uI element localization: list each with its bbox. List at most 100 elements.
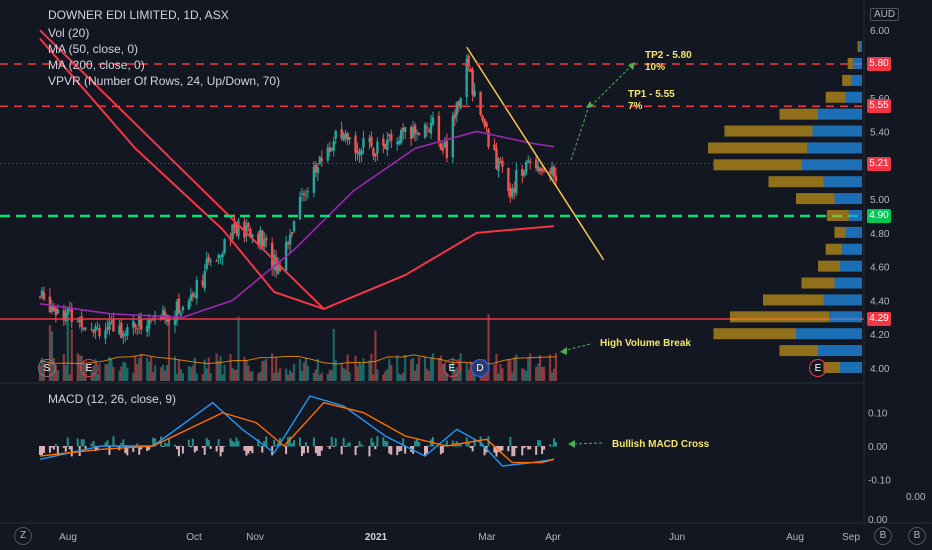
- legend-macd[interactable]: MACD (12, 26, close, 9): [48, 392, 177, 406]
- candle: [344, 129, 347, 143]
- vp-row-down: [779, 108, 818, 120]
- event-earnings-e3[interactable]: E: [809, 359, 827, 377]
- candle-body: [189, 295, 193, 301]
- x-tick-label-2: Nov: [246, 532, 264, 543]
- candle-body: [290, 232, 294, 235]
- vp-row-up: [801, 159, 862, 171]
- macd-histogram-bar: [543, 446, 546, 450]
- legend-ma50[interactable]: MA (50, close, 0): [48, 42, 139, 56]
- vp-row-up: [842, 243, 862, 255]
- vp-row-up: [834, 193, 862, 205]
- zoom-button[interactable]: Z: [14, 527, 32, 545]
- candle: [195, 276, 198, 305]
- volume-bar: [161, 364, 165, 381]
- macd-histogram-bar: [372, 442, 375, 447]
- event-earnings-e2[interactable]: E: [443, 359, 461, 377]
- macd-histogram-bar: [209, 446, 212, 449]
- candle: [207, 253, 210, 266]
- candle: [552, 164, 556, 181]
- vp-row-down: [847, 58, 854, 69]
- candle-body: [118, 325, 121, 334]
- volume-bar: [223, 364, 226, 381]
- volume-bar: [152, 371, 155, 381]
- macd-histogram-bar: [318, 446, 321, 456]
- candle: [175, 298, 179, 326]
- back-button[interactable]: B: [874, 527, 892, 545]
- currency-label[interactable]: AUD: [870, 8, 900, 21]
- vp-row-down: [842, 74, 851, 86]
- candle-body: [425, 126, 429, 129]
- volume-bar: [382, 374, 385, 381]
- macd-histogram-bar: [314, 446, 317, 454]
- candle-body: [62, 310, 66, 321]
- candle: [191, 291, 195, 302]
- candle: [523, 169, 526, 178]
- legend-vol[interactable]: Vol (20): [48, 26, 90, 40]
- event-split-s[interactable]: S: [38, 359, 56, 377]
- candle-body: [209, 261, 212, 263]
- volume-bar: [150, 356, 153, 381]
- candle: [205, 251, 208, 271]
- candle-body: [554, 175, 558, 182]
- volume-bar: [126, 367, 129, 381]
- y-tick-label-6: 4.80: [870, 229, 890, 240]
- macd-histogram-bar: [173, 444, 176, 447]
- volume-bar: [215, 353, 218, 381]
- vp-row-down: [825, 91, 846, 103]
- candle: [237, 217, 240, 240]
- candle: [401, 123, 405, 140]
- macd-histogram-bar: [316, 446, 319, 456]
- macd-histogram-bar: [132, 446, 135, 453]
- event-dividend-d[interactable]: D: [471, 359, 489, 377]
- macd-histogram-bar: [168, 438, 170, 447]
- vp-row-up: [834, 277, 862, 289]
- macd-histogram-bar: [555, 442, 557, 447]
- candle: [134, 322, 137, 334]
- volume-bar: [552, 368, 556, 381]
- forward-button[interactable]: B: [908, 527, 926, 545]
- macd-histogram-bar: [229, 438, 232, 447]
- candle: [469, 66, 472, 73]
- candle: [374, 152, 377, 163]
- candle-body: [237, 220, 240, 237]
- trendline-downtrend: [39, 29, 325, 310]
- candle-body: [316, 167, 320, 173]
- macd-histogram-bar: [124, 446, 127, 454]
- volume-bar: [273, 372, 276, 381]
- event-earnings-e[interactable]: E: [80, 359, 98, 377]
- candle-body: [358, 151, 361, 156]
- candle: [265, 234, 268, 248]
- candle-body: [288, 234, 292, 245]
- candle: [106, 319, 109, 334]
- macd-histogram-bar: [152, 437, 155, 447]
- candle: [219, 254, 222, 264]
- candle-body: [340, 129, 343, 139]
- legend-vpvr[interactable]: VPVR (Number Of Rows, 24, Up/Down, 70): [48, 74, 281, 88]
- macd-histogram-bar: [112, 436, 115, 447]
- vp-row-up: [807, 142, 862, 154]
- volume-bar: [98, 363, 101, 381]
- candle-body: [403, 127, 407, 132]
- volume-bar: [326, 373, 329, 381]
- macd-histogram-bar: [66, 437, 69, 447]
- candle-body: [94, 326, 97, 332]
- vp-row-up: [845, 91, 862, 103]
- candle-body: [354, 135, 357, 153]
- vp-row-down: [834, 226, 846, 238]
- vp-row-down: [713, 328, 796, 340]
- candle: [290, 231, 294, 238]
- macd-histogram-bar: [344, 446, 347, 447]
- arrow-tip-bullish-macd: [568, 440, 575, 448]
- candle-body: [165, 314, 169, 322]
- candle-body: [286, 242, 290, 244]
- candle-body: [431, 117, 435, 125]
- volume-bar: [237, 316, 240, 381]
- macd-histogram-bar: [304, 442, 307, 447]
- candle-body: [257, 233, 260, 245]
- macd-histogram-bar: [223, 446, 226, 447]
- candle-body: [401, 127, 405, 132]
- volume-bar: [437, 358, 441, 381]
- candle-body: [330, 148, 333, 152]
- legend-ma200[interactable]: MA (200, close, 0): [48, 58, 145, 72]
